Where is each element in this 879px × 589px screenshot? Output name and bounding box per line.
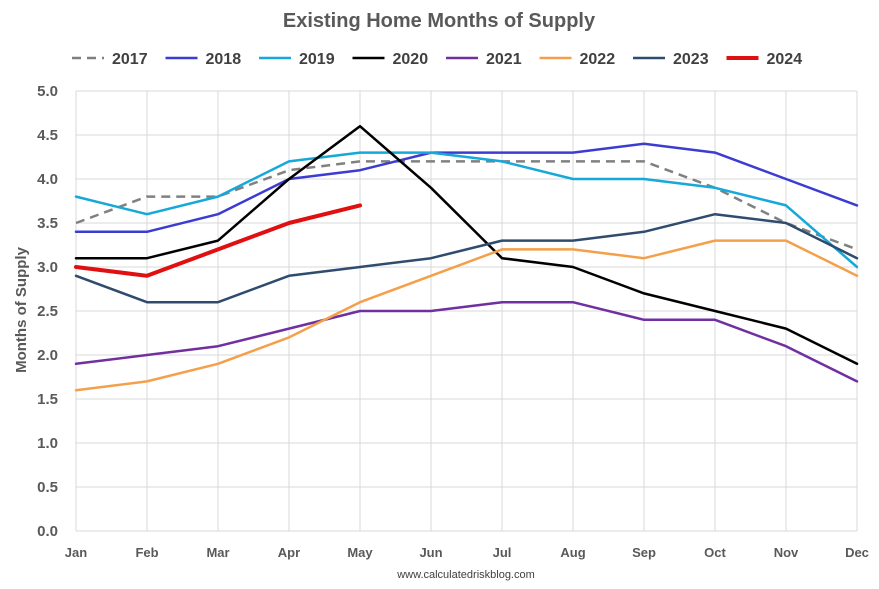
x-axis-ticks: Jan Feb Mar Apr May Jun Jul Aug Sep Oct Nov Dec (65, 545, 869, 560)
chart-title: Existing Home Months of Supply (283, 10, 596, 32)
series-line-2020 (74, 124, 859, 366)
y-axis-label: Months of Supply (13, 246, 30, 372)
gridlines (75, 90, 858, 532)
legend-label-2021: 2021 (486, 51, 522, 68)
x-tick-label-feb: Feb (135, 545, 158, 560)
x-tick-label-oct: Oct (704, 545, 726, 560)
series-line-2024 (74, 203, 362, 278)
legend-label-2022: 2022 (580, 51, 616, 68)
series-line-2022 (74, 239, 859, 392)
legend-label-2024: 2024 (767, 51, 803, 68)
legend-label-2019: 2019 (299, 51, 335, 68)
legend-label-2017: 2017 (112, 51, 148, 68)
series-line-2017 (75, 160, 858, 251)
x-tick-label-aug: Aug (560, 545, 585, 560)
series-line-2019 (74, 151, 859, 269)
x-tick-label-dec: Dec (845, 545, 869, 560)
y-tick-label-3: 1.5 (37, 391, 58, 408)
x-tick-label-jan: Jan (65, 545, 87, 560)
x-tick-label-may: May (347, 545, 373, 560)
x-tick-label-apr: Apr (278, 545, 300, 560)
series-line-2021 (74, 300, 859, 383)
y-tick-label-0: 0.0 (37, 523, 58, 540)
series-line-2023 (74, 212, 859, 304)
y-tick-label-9: 4.5 (37, 127, 58, 144)
x-tick-label-jun: Jun (419, 545, 442, 560)
series-line-2018 (74, 142, 859, 234)
legend: 2017 2018 2019 2020 2021 2022 2023 2024 (72, 51, 802, 68)
x-tick-label-mar: Mar (206, 545, 229, 560)
source-credit: www.calculatedriskblog.com (396, 569, 535, 581)
x-tick-label-jul: Jul (493, 545, 512, 560)
y-tick-label-1: 0.5 (37, 479, 58, 496)
y-tick-label-6: 3.0 (37, 259, 58, 276)
x-tick-label-sep: Sep (632, 545, 656, 560)
y-tick-label-5: 2.5 (37, 303, 58, 320)
y-tick-label-8: 4.0 (37, 171, 58, 188)
y-axis-ticks: 0.0 0.5 1.0 1.5 2.0 2.5 3.0 3.5 4.0 4.5 5.0 (37, 83, 58, 540)
legend-label-2020: 2020 (393, 51, 429, 68)
legend-label-2023: 2023 (673, 51, 709, 68)
x-tick-label-nov: Nov (774, 545, 799, 560)
y-tick-label-4: 2.0 (37, 347, 58, 364)
y-tick-label-2: 1.0 (37, 435, 58, 452)
y-tick-label-10: 5.0 (37, 83, 58, 100)
series-lines (74, 124, 859, 392)
legend-label-2018: 2018 (206, 51, 242, 68)
y-tick-label-7: 3.5 (37, 215, 58, 232)
